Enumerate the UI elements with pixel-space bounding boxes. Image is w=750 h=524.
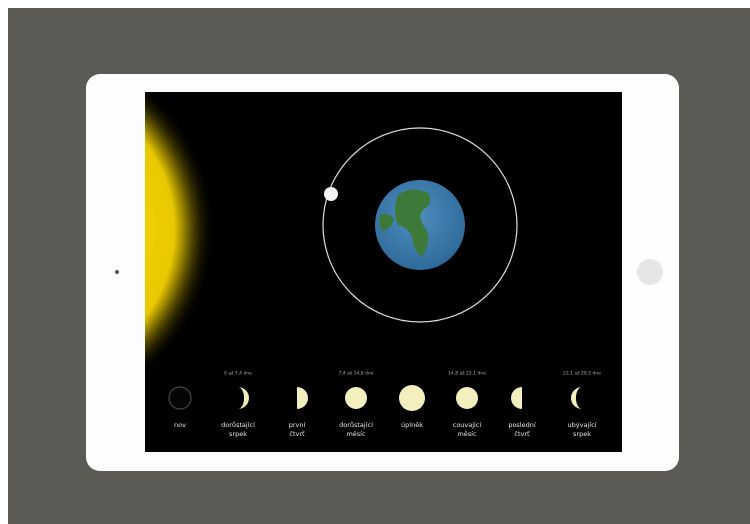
phase-label: poslední [508,421,536,429]
phase-label: měsíc [346,430,366,438]
phase-icon[interactable] [169,387,191,409]
phase-icon[interactable] [345,387,367,409]
phase-range: 22,1 až 29,5 dne [563,370,601,377]
phase-label: čtvrť [514,429,530,438]
phase-label: srpek [573,430,591,438]
phase-label: nov [174,421,186,429]
phase-label: dorůstající [221,421,255,429]
moon [324,187,338,201]
phase-icon[interactable] [456,387,478,409]
screen [145,92,622,452]
phase-label: měsíc [457,430,477,438]
phase-range: 14,8 až 22,1 dne [448,370,486,377]
phase-label: první [289,421,306,429]
phase-label: ubývající [568,421,597,429]
phase-label: dorůstající [339,421,373,429]
screenshot: nov0 až 7,4 dnedorůstajícísrpekprvníčtvr… [0,0,750,524]
phase-label: couvající [453,421,482,429]
phase-label: úplněk [401,421,423,429]
phase-label: čtvrť [289,429,305,438]
home-button[interactable] [637,259,663,285]
phase-range: 7,4 až 14,8 dne [338,370,373,377]
phase-range: 0 až 7,4 dne [224,370,252,377]
camera [115,270,119,274]
phase-label: srpek [229,430,247,438]
phase-icon[interactable] [399,385,425,411]
